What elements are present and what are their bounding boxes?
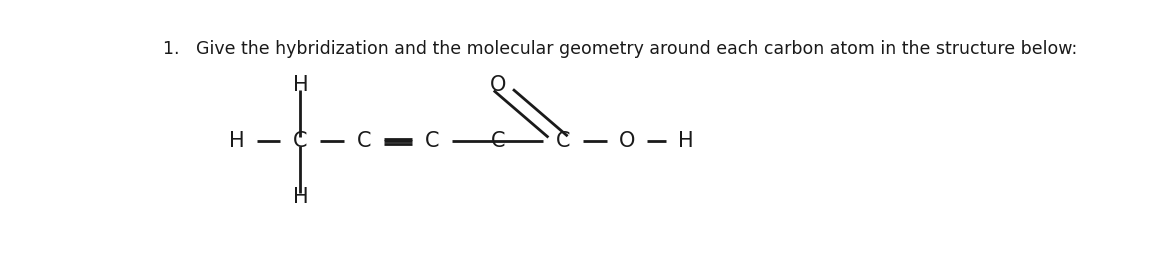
Text: O: O [490, 75, 507, 95]
Text: C: C [357, 131, 371, 151]
Text: 1.   Give the hybridization and the molecular geometry around each carbon atom i: 1. Give the hybridization and the molecu… [163, 40, 1076, 58]
Text: H: H [677, 131, 694, 151]
Text: C: C [556, 131, 571, 151]
Text: O: O [619, 131, 635, 151]
Text: H: H [229, 131, 245, 151]
Text: H: H [292, 75, 308, 95]
Text: H: H [292, 187, 308, 207]
Text: C: C [294, 131, 308, 151]
Text: C: C [491, 131, 505, 151]
Text: C: C [425, 131, 439, 151]
